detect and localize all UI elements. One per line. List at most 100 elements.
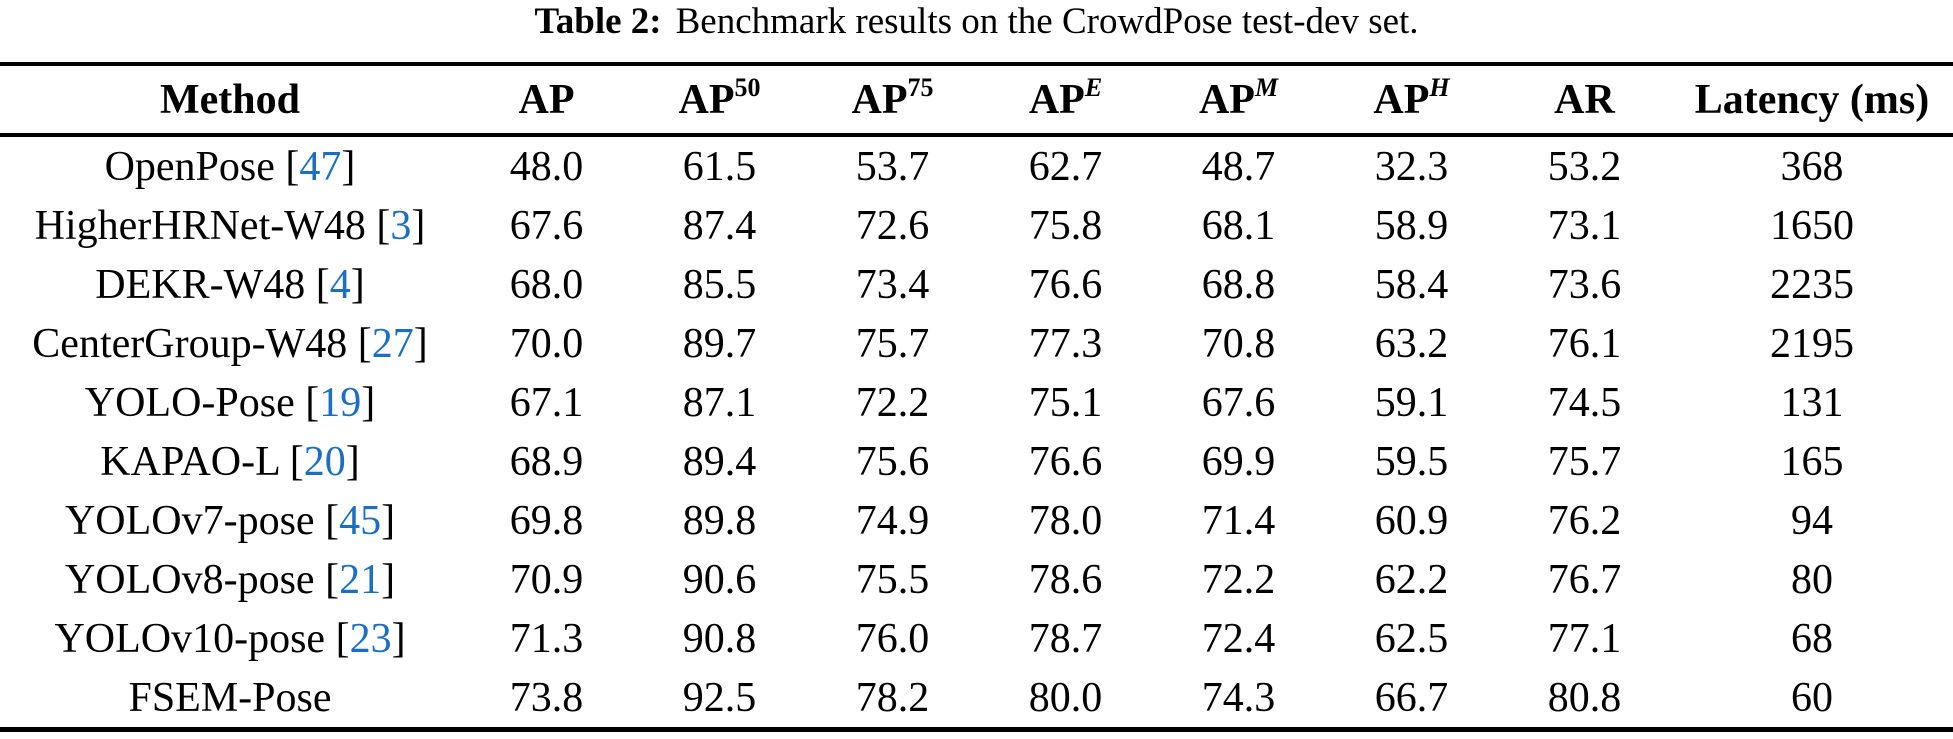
cell-ap50: 92.5: [682, 674, 757, 721]
column-superscript: E: [1084, 72, 1103, 102]
cell-latency: 1650: [1770, 202, 1854, 249]
method-name: YOLO-Pose: [84, 379, 295, 426]
citation-link[interactable]: 23: [336, 616, 406, 662]
cell-ap: 67.1: [509, 379, 584, 426]
cell-apE: 78.6: [1028, 556, 1103, 603]
cell-latency: 80: [1791, 556, 1833, 603]
cell-method: DEKR-W48 4: [0, 255, 460, 314]
cell-apM: 69.9: [1201, 438, 1276, 485]
citation-link[interactable]: 19: [305, 380, 375, 426]
cell-latency: 2235: [1770, 261, 1854, 308]
citation-number[interactable]: 23: [349, 615, 392, 662]
cell-ar: 74.5: [1547, 379, 1622, 426]
cell-apM: 67.6: [1201, 379, 1276, 426]
cell-apM: 71.4: [1201, 497, 1276, 544]
cell-apM: 74.3: [1201, 674, 1276, 721]
citation-number[interactable]: 20: [303, 438, 346, 485]
cell-ap: 69.8: [509, 497, 584, 544]
column-superscript: 75: [907, 72, 934, 102]
column-superscript: M: [1254, 72, 1279, 102]
table-row: YOLOv7-pose 45 69.8 89.8 74.9 78.0 71.4 60.9 76…: [0, 491, 1953, 550]
column-header-ap50: AP50: [633, 66, 806, 137]
cell-apM: 72.2: [1201, 556, 1276, 603]
cell-ar: 76.2: [1547, 497, 1622, 544]
column-header-ap: AP: [460, 66, 633, 137]
cell-apM: 68.1: [1201, 202, 1276, 249]
method-name: DEKR-W48: [95, 261, 306, 308]
cell-ar: 53.2: [1547, 143, 1622, 190]
column-header-method: Method: [0, 66, 460, 137]
column-superscript: H: [1429, 72, 1450, 102]
citation-link[interactable]: 20: [290, 439, 360, 485]
table-caption-label: Table 2:: [534, 1, 662, 42]
cell-method: YOLOv7-pose 45: [0, 491, 460, 550]
table-caption: Table 2: Benchmark results on the CrowdPo…: [0, 0, 1953, 44]
cell-method: HigherHRNet-W48 3: [0, 196, 460, 255]
cell-apH: 59.1: [1374, 379, 1449, 426]
citation-link[interactable]: 3: [376, 203, 425, 249]
cell-ap75: 72.2: [855, 379, 930, 426]
method-name: YOLOv7-pose: [64, 497, 315, 544]
cell-ap50: 61.5: [682, 143, 757, 190]
citation-number[interactable]: 47: [299, 143, 342, 190]
column-label: AP: [1373, 76, 1430, 123]
citation-number[interactable]: 21: [339, 556, 382, 603]
method-name: KAPAO-L: [100, 438, 280, 485]
cell-apE: 78.7: [1028, 615, 1103, 662]
cell-latency: 60: [1791, 674, 1833, 721]
cell-apH: 58.4: [1374, 261, 1449, 308]
cell-latency: 368: [1780, 143, 1844, 190]
table-row: YOLO-Pose 19 67.1 87.1 72.2 75.1 67.6 59.1 74.5…: [0, 373, 1953, 432]
cell-ap: 73.8: [509, 674, 584, 721]
citation-number[interactable]: 27: [371, 320, 414, 367]
cell-apH: 66.7: [1374, 674, 1449, 721]
table-row: OpenPose 47 48.0 61.5 53.7 62.7 48.7 32.3 53.2 3…: [0, 135, 1953, 196]
cell-apE: 77.3: [1028, 320, 1103, 367]
cell-latency: 68: [1791, 615, 1833, 662]
column-header-latency: Latency (ms): [1671, 66, 1953, 137]
column-label: AP: [851, 76, 908, 123]
cell-ap50: 89.4: [682, 438, 757, 485]
cell-apE: 75.8: [1028, 202, 1103, 249]
cell-ap: 48.0: [509, 143, 584, 190]
citation-link[interactable]: 45: [325, 498, 395, 544]
table-caption-text: Benchmark results on the CrowdPose test-…: [675, 1, 1419, 42]
column-header-ar: AR: [1498, 66, 1671, 137]
cell-apH: 63.2: [1374, 320, 1449, 367]
cell-apE: 78.0: [1028, 497, 1103, 544]
cell-apH: 62.5: [1374, 615, 1449, 662]
citation-link[interactable]: 21: [325, 557, 395, 603]
cell-latency: 165: [1780, 438, 1844, 485]
cell-ap75: 72.6: [855, 202, 930, 249]
cell-ap75: 74.9: [855, 497, 930, 544]
citation-number[interactable]: 45: [339, 497, 382, 544]
cell-ar: 80.8: [1547, 674, 1622, 721]
citation-number[interactable]: 19: [319, 379, 362, 426]
cell-ap50: 89.8: [682, 497, 757, 544]
cell-method: KAPAO-L 20: [0, 432, 460, 491]
cell-ap75: 75.5: [855, 556, 930, 603]
column-label: AP: [518, 76, 575, 123]
method-name: YOLOv8-pose: [64, 556, 315, 603]
cell-ap50: 90.8: [682, 615, 757, 662]
method-name: YOLOv10-pose: [54, 615, 326, 662]
citation-link[interactable]: 4: [316, 262, 365, 308]
citation-number[interactable]: 3: [390, 202, 412, 249]
cell-apM: 68.8: [1201, 261, 1276, 308]
column-header-apM: APM: [1152, 66, 1325, 137]
citation-link[interactable]: 47: [285, 144, 355, 190]
column-header-ap75: AP75: [806, 66, 979, 137]
cell-apM: 48.7: [1201, 143, 1276, 190]
citation-link[interactable]: 27: [358, 321, 428, 367]
column-header-apH: APH: [1325, 66, 1498, 137]
cell-apE: 76.6: [1028, 438, 1103, 485]
citation-number[interactable]: 4: [329, 261, 351, 308]
cell-ap50: 89.7: [682, 320, 757, 367]
cell-method: OpenPose 47: [0, 135, 460, 196]
cell-apM: 70.8: [1201, 320, 1276, 367]
cell-ar: 77.1: [1547, 615, 1622, 662]
cell-ap: 68.0: [509, 261, 584, 308]
cell-apH: 62.2: [1374, 556, 1449, 603]
column-label: Method: [160, 76, 300, 123]
method-name: OpenPose: [104, 143, 275, 190]
